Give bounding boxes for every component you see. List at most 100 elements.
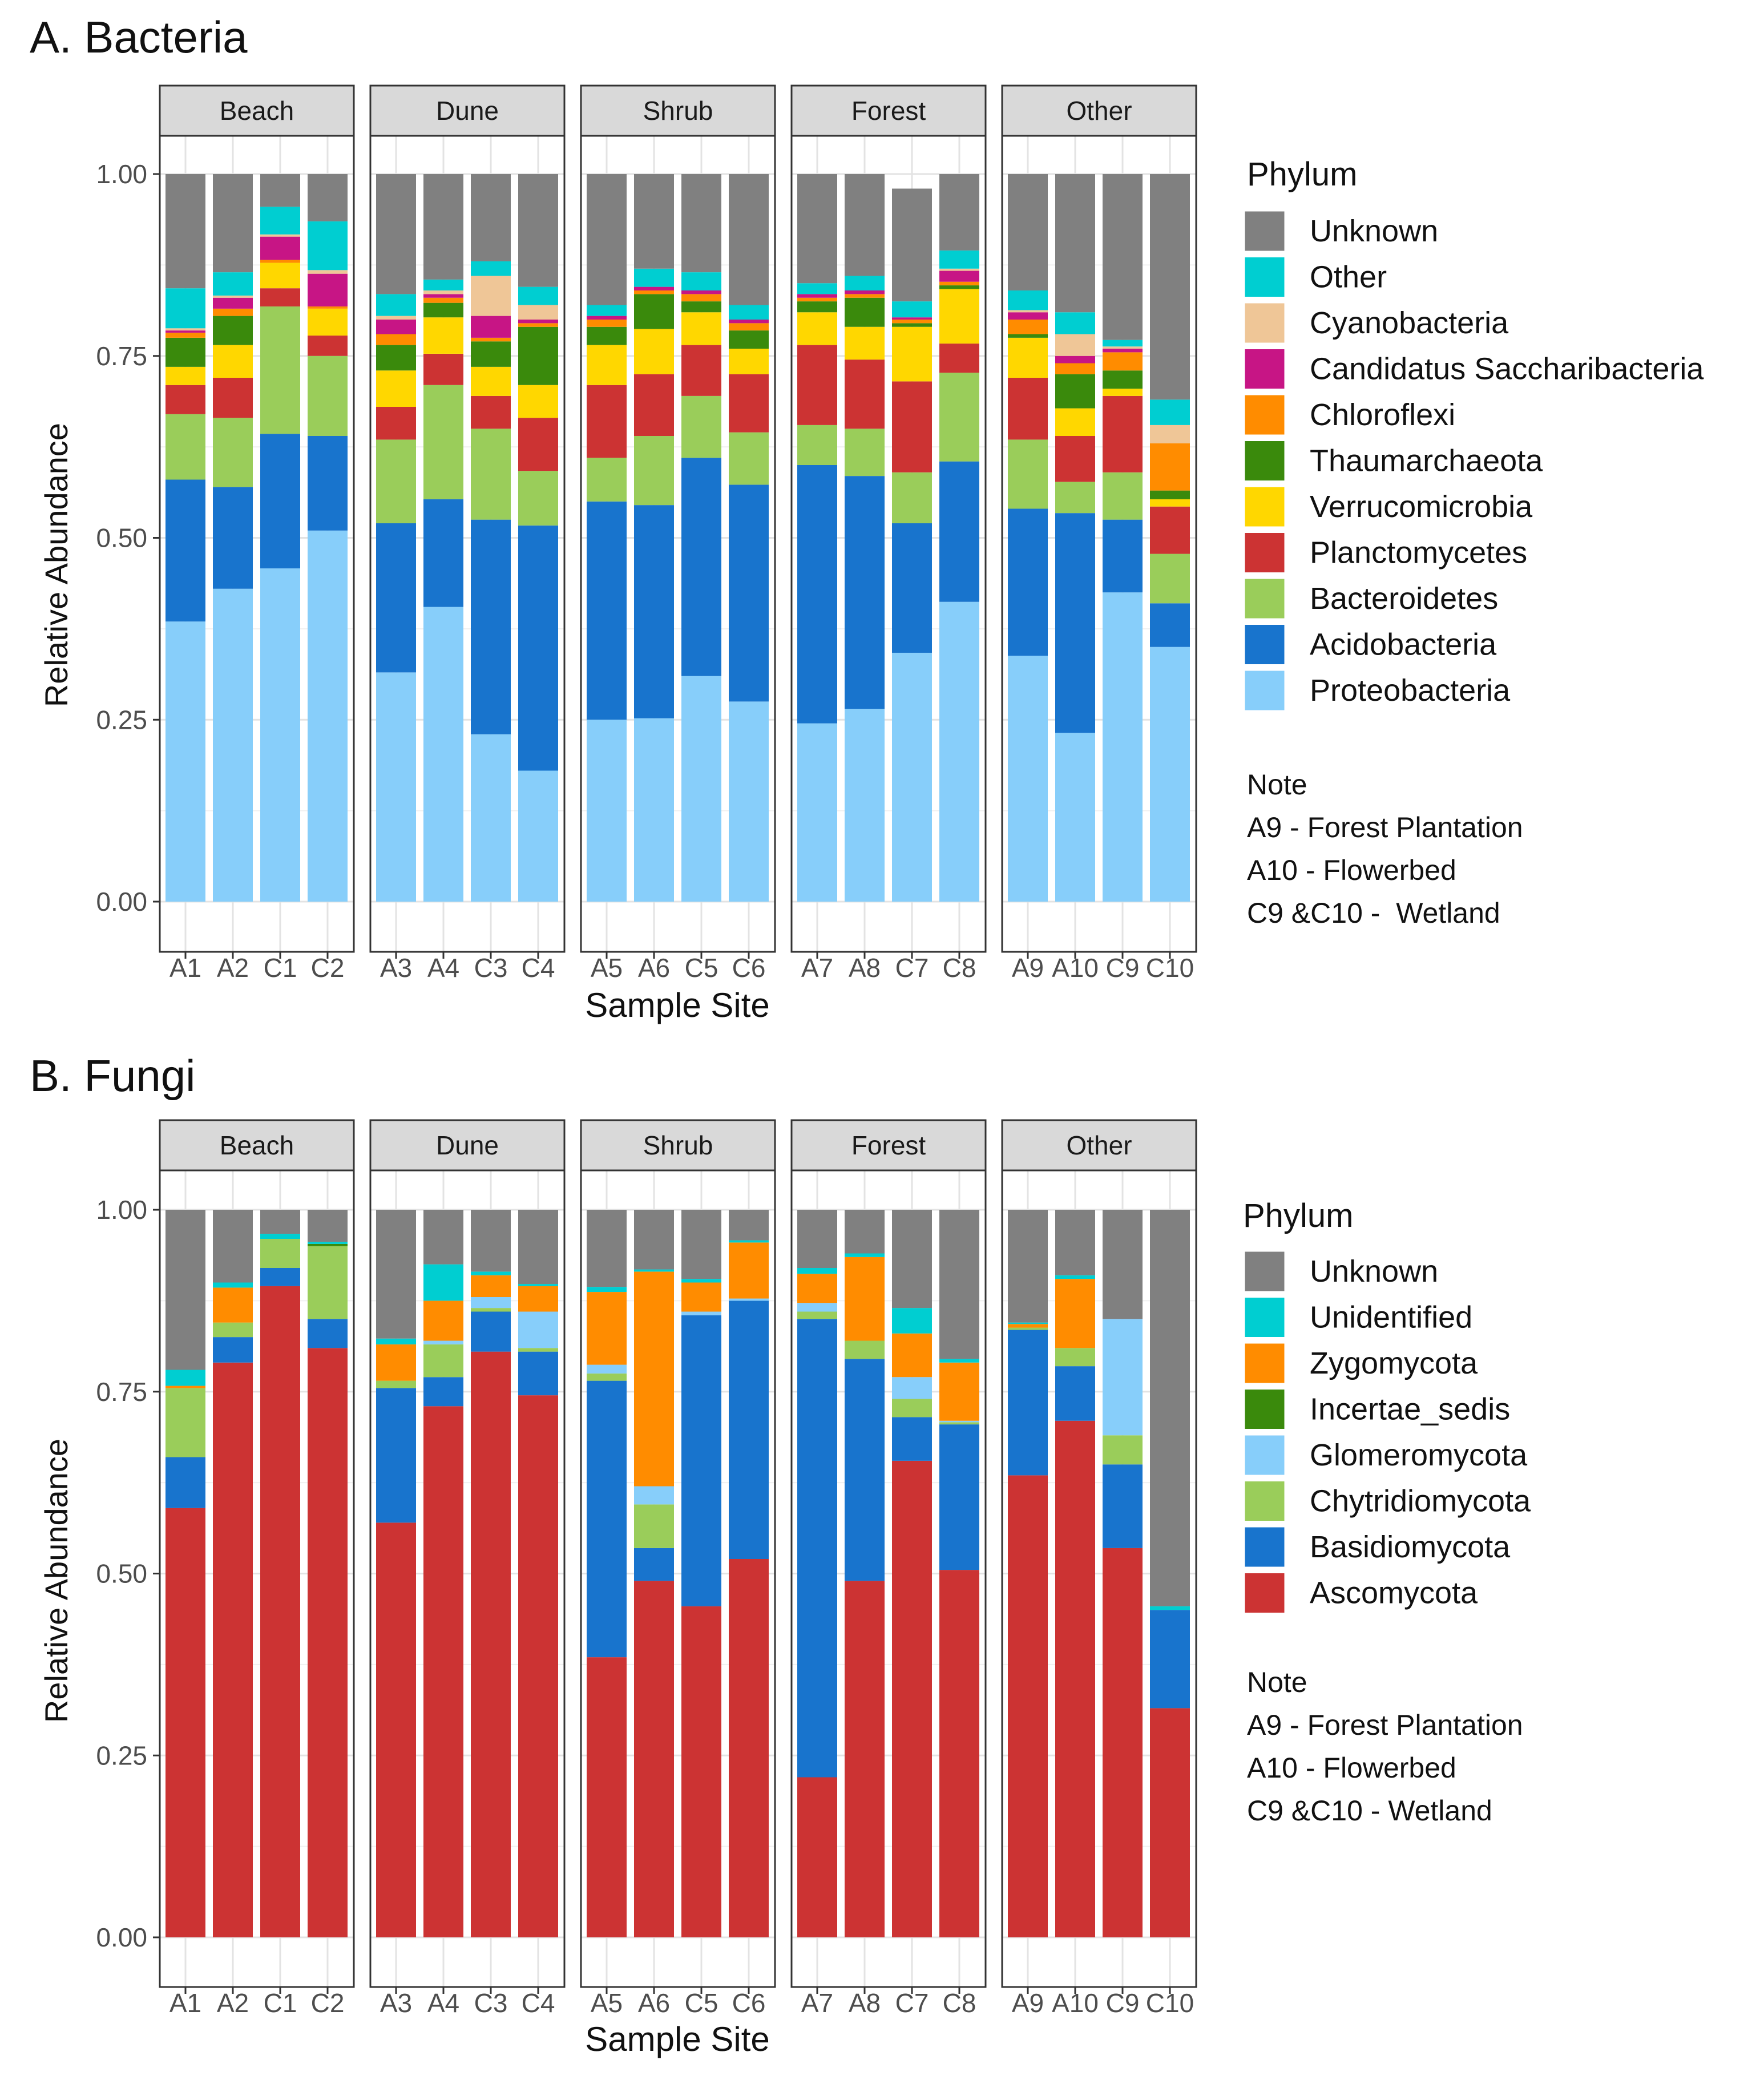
bar-segment-other: [892, 301, 932, 318]
bar-segment-thaumarchaeota: [423, 302, 463, 318]
x-tick-label: C7: [895, 953, 929, 983]
bar-segment-bacteroidetes: [1008, 439, 1048, 509]
legend-item: Candidatus Saccharibacteria: [1243, 348, 1704, 390]
panel-a-note-line: C9 &C10 - Wetland: [1247, 897, 1500, 929]
legend-label: Candidatus Saccharibacteria: [1310, 352, 1704, 386]
bar-C3: [471, 1210, 511, 1937]
x-tick-label: A7: [801, 1988, 833, 2018]
legend-swatch: [1243, 301, 1286, 345]
bar-segment-other: [587, 305, 627, 316]
bar-segment-bacteroidetes: [423, 385, 463, 499]
facet-strip-label: Other: [1066, 96, 1132, 126]
bar-segment-chloroflexi: [1055, 363, 1095, 374]
bar-C5: [681, 174, 721, 902]
legend-label: Verrucomicrobia: [1310, 490, 1533, 524]
bar-segment-thaumarchaeota: [1103, 370, 1143, 389]
bar-A10: [1055, 174, 1095, 902]
legend-item: Acidobacteria: [1243, 623, 1497, 666]
legend-swatch: [1243, 623, 1286, 666]
bar-segment-acidobacteria: [165, 479, 205, 622]
bar-segment-unidentified: [681, 1279, 721, 1283]
legend-swatch: [1243, 1433, 1286, 1477]
bar-segment-glomeromycota: [729, 1298, 769, 1301]
panel-a-note: Note A9 - Forest Plantation A10 - Flower…: [1247, 769, 1523, 929]
bar-segment-acidobacteria: [308, 436, 348, 531]
bar-segment-cyanobacteria: [1055, 334, 1095, 356]
x-tick-label: C3: [474, 1988, 508, 2018]
facet-strip: [369, 1119, 566, 1172]
bar-C10: [1150, 174, 1190, 902]
panel-b-legend-items: Unknown Unidentified Zygomycota Incertae_se…: [1243, 1250, 1531, 1614]
bar-segment-unidentified: [1150, 1606, 1190, 1610]
bar-segment-unknown: [634, 1210, 674, 1270]
bar-segment-bacteroidetes: [1103, 472, 1143, 520]
bar-segment-zygomycota: [423, 1301, 463, 1341]
legend-swatch: [1243, 1388, 1286, 1431]
bar-segment-acidobacteria: [376, 523, 416, 673]
legend-swatch: [1243, 1525, 1286, 1569]
panel-b-title: B. Fungi: [30, 1051, 195, 1101]
bar-segment-bacteroidetes: [681, 395, 721, 458]
x-tick-label: C2: [311, 1988, 345, 2018]
bar-segment-cyanobacteria: [213, 295, 253, 298]
bar-segment-acidobacteria: [939, 461, 979, 602]
bar-segment-verrucomicrobia: [376, 370, 416, 407]
bar-segment-candidatus-saccharibacteria: [423, 294, 463, 298]
bar-segment-other: [797, 283, 837, 294]
facet-beach: A1 A2 C1 C2 Beach: [159, 1119, 355, 2018]
bar-segment-thaumarchaeota: [1150, 490, 1190, 499]
bar-segment-unknown: [213, 1210, 253, 1283]
bar-segment-unknown: [423, 1210, 463, 1265]
legend-item: Planctomycetes: [1243, 531, 1527, 574]
bar-segment-chytridiomycota: [587, 1373, 627, 1381]
bar-segment-chloroflexi: [308, 306, 348, 309]
bar-segment-basidiomycota: [471, 1311, 511, 1352]
bar-segment-proteobacteria: [1008, 656, 1048, 902]
bar-segment-proteobacteria: [213, 588, 253, 902]
bar-segment-unidentified: [634, 1269, 674, 1272]
facet-strip-label: Shrub: [643, 1130, 713, 1160]
bar-segment-proteobacteria: [729, 701, 769, 902]
x-tick-label: A9: [1012, 1988, 1044, 2018]
bar-segment-proteobacteria: [1103, 592, 1143, 902]
bar-segment-other: [165, 288, 205, 329]
bar-segment-bacteroidetes: [939, 373, 979, 462]
legend-swatch: [1243, 348, 1286, 390]
panel-a-y-axis-label: Relative Abundance: [38, 423, 74, 707]
legend-swatch: [1243, 669, 1286, 712]
bar-segment-cyanobacteria: [471, 276, 511, 316]
panel-a-note-title: Note: [1247, 769, 1307, 801]
bar-segment-basidiomycota: [1008, 1330, 1048, 1476]
bar-segment-bacteroidetes: [1150, 554, 1190, 604]
bar-segment-glomeromycota: [471, 1297, 511, 1308]
y-tick-label: 0.50: [96, 523, 147, 553]
bar-segment-proteobacteria: [587, 720, 627, 902]
bar-segment-unknown: [260, 1210, 300, 1234]
bar-segment-unidentified: [1055, 1275, 1095, 1279]
bar-segment-chloroflexi: [165, 332, 205, 338]
bar-segment-other: [845, 276, 885, 290]
y-axis: 0.00 0.25 0.50 0.75 1.00: [96, 1195, 160, 1952]
legend-item: Glomeromycota: [1243, 1433, 1528, 1477]
bar-segment-acidobacteria: [518, 525, 558, 771]
y-tick-label: 0.00: [96, 887, 147, 916]
bar-segment-verrucomicrobia: [471, 366, 511, 396]
x-tick-label: A4: [427, 953, 459, 983]
legend-item: Chloroflexi: [1243, 393, 1455, 437]
bar-segment-unidentified: [260, 1234, 300, 1239]
panel-b-note: Note A9 - Forest Plantation A10 - Flower…: [1247, 1666, 1523, 1827]
bar-segment-bacteroidetes: [892, 472, 932, 523]
panel-b-note-title: Note: [1247, 1666, 1307, 1698]
x-tick-label: A3: [380, 1988, 412, 2018]
legend-item: Unidentified: [1243, 1296, 1472, 1339]
bar-segment-candidatus-saccharibacteria: [518, 320, 558, 324]
bar-segment-unknown: [1150, 174, 1190, 400]
bar-segment-unknown: [471, 174, 511, 261]
facet-strip: [369, 84, 566, 137]
y-tick-label: 0.75: [96, 1377, 147, 1407]
bar-segment-unknown: [376, 174, 416, 294]
x-tick-label: C10: [1146, 953, 1194, 983]
bar-segment-unknown: [518, 174, 558, 287]
bar-segment-zygomycota: [376, 1344, 416, 1381]
legend-item: Unknown: [1243, 209, 1438, 253]
